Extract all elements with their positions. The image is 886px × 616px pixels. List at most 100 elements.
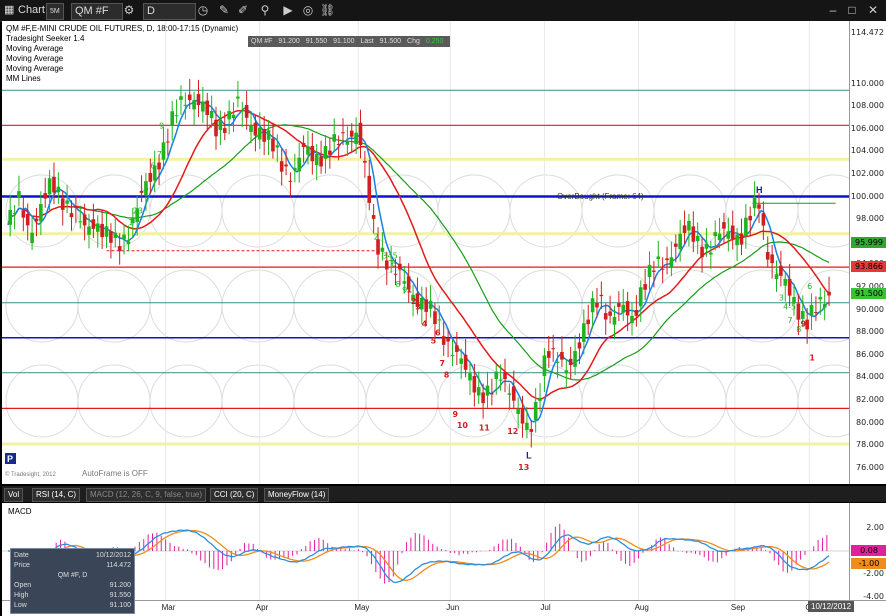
- title-badge: 5M: [46, 3, 64, 20]
- candle-body: [717, 233, 722, 241]
- tab-rsi[interactable]: RSI (14, C): [32, 488, 81, 502]
- seeker-red-count: 9: [801, 319, 807, 328]
- link-icon[interactable]: ⛓: [320, 3, 336, 17]
- tab-macd[interactable]: MACD (12, 26, C, 9, false, true): [86, 488, 207, 502]
- ohlc-high: 91.550: [305, 38, 328, 45]
- data-window-label: Date: [14, 552, 29, 559]
- candle-body: [739, 233, 744, 245]
- candle-body: [533, 401, 538, 421]
- candle-body: [358, 122, 363, 146]
- candle-body: [275, 145, 280, 148]
- chart-legend: QM #F,E-MINI CRUDE OIL FUTURES, D, 18:00…: [6, 24, 238, 84]
- seeker-green-count: 1: [128, 218, 133, 227]
- tab-moneyflow[interactable]: MoneyFlow (14): [264, 488, 330, 502]
- candle-body: [122, 234, 126, 240]
- grid-circle: [5, 364, 79, 438]
- data-window-row: Low 91.100: [14, 602, 131, 610]
- seeker-red-count: 13: [518, 463, 529, 472]
- month-label: Jun: [446, 603, 460, 612]
- clock-icon[interactable]: ◷: [197, 3, 209, 17]
- minimize-icon[interactable]: –: [829, 3, 837, 17]
- tab-cci[interactable]: CCI (20, C): [210, 488, 259, 502]
- candle-body: [319, 156, 323, 167]
- candle-body: [249, 125, 253, 132]
- seeker-green-count: 6: [391, 260, 396, 269]
- candle-body: [371, 215, 376, 219]
- candle-body: [503, 372, 507, 380]
- candle-body: [209, 110, 214, 119]
- candle-body: [389, 260, 393, 262]
- candle-body: [87, 226, 91, 235]
- play-icon[interactable]: ▶: [283, 3, 293, 17]
- close-icon[interactable]: ✕: [867, 3, 879, 17]
- candle-body: [30, 232, 34, 244]
- candle-body: [279, 161, 284, 172]
- candle-body: [60, 198, 65, 210]
- candle-body: [17, 191, 21, 198]
- candle-body: [673, 243, 678, 247]
- candle-body: [752, 196, 757, 209]
- legend-line: QM #F,E-MINI CRUDE OIL FUTURES, D, 18:00…: [6, 24, 239, 33]
- candle-body: [257, 127, 262, 140]
- window-title: Chart: [18, 4, 45, 16]
- candle-body: [555, 361, 560, 363]
- candle-body: [43, 193, 48, 199]
- seeker-green-count: 8: [796, 325, 801, 334]
- seeker-red-count: 1: [809, 353, 815, 362]
- macd-badge: -1.00: [851, 557, 886, 569]
- candle-body: [459, 358, 464, 364]
- candle-body: [621, 304, 626, 313]
- price-tick: 102.000: [850, 168, 884, 178]
- candle-body: [109, 231, 113, 243]
- macd-chart[interactable]: MACD: [2, 503, 849, 600]
- candle-body: [507, 393, 512, 395]
- settings-gear-icon[interactable]: ⚙: [123, 3, 135, 17]
- symbol-input[interactable]: QM #F: [71, 3, 123, 20]
- candle-body: [599, 294, 604, 297]
- candle-body: [135, 208, 139, 222]
- price-tick: 80.000: [856, 417, 884, 427]
- copyright-text: © Tradesight, 2012: [5, 471, 56, 478]
- interval-select[interactable]: D: [143, 3, 196, 20]
- candle-body: [187, 94, 192, 101]
- attach-icon[interactable]: ⚲: [260, 3, 270, 17]
- seeker-green-count: 8: [396, 280, 401, 289]
- candle-body: [744, 217, 748, 236]
- month-label: Jul: [540, 603, 551, 612]
- candle-body: [380, 247, 385, 252]
- legend-line: MM Lines: [6, 74, 41, 83]
- candle-body: [21, 210, 26, 218]
- data-window[interactable]: Date 10/12/2012 Price 114.472 QM #F, D Open 91…: [10, 548, 135, 614]
- candle-body: [455, 345, 459, 352]
- ohlc-chg: 0.250: [425, 38, 444, 45]
- p-button-bg: [5, 453, 16, 464]
- candle-body: [481, 392, 485, 404]
- ohlc-symbol: QM #F: [251, 38, 273, 45]
- candle-body: [542, 355, 547, 377]
- pencil-icon[interactable]: ✎: [218, 3, 230, 17]
- candle-body: [323, 146, 328, 159]
- seeker-red-count: 3: [415, 303, 421, 312]
- candle-body: [770, 254, 774, 264]
- macd-axis[interactable]: 2.000.00-2.00-4.000.08-1.00: [849, 503, 886, 601]
- globe-icon[interactable]: ◎: [302, 3, 314, 17]
- price-axis[interactable]: 114.472 110.000 108.000 106.000 104.000 102.0…: [849, 21, 886, 484]
- grid-circle: [365, 364, 439, 438]
- candle-body: [525, 422, 529, 430]
- grid-circle: [221, 269, 295, 343]
- candle-body: [490, 393, 494, 395]
- candle-body: [709, 252, 713, 255]
- candle-body: [288, 180, 293, 182]
- macd-line: [8, 529, 830, 584]
- grid-circle: [653, 269, 727, 343]
- candle-body: [748, 215, 753, 221]
- maximize-icon[interactable]: □: [848, 3, 856, 17]
- candle-body: [262, 128, 266, 142]
- pen-icon[interactable]: ✐: [237, 3, 249, 17]
- tab-vol[interactable]: Vol: [4, 488, 24, 502]
- candle-body: [652, 270, 656, 272]
- candle-body: [47, 178, 52, 195]
- data-window-label: Price: [14, 562, 30, 569]
- autoframe-status: AutoFrame is OFF: [82, 469, 148, 478]
